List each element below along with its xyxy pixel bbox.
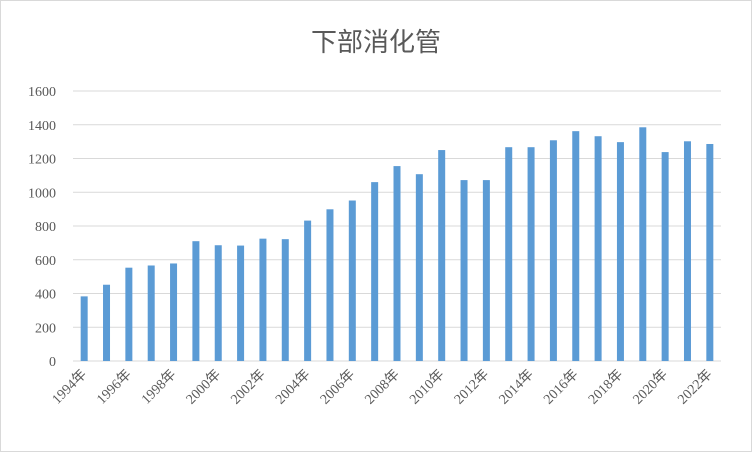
bar bbox=[460, 180, 468, 361]
bar bbox=[549, 140, 557, 361]
bar bbox=[505, 147, 513, 361]
x-tick-label: 2012年 bbox=[451, 367, 492, 408]
bar bbox=[326, 209, 334, 361]
y-tick-label: 1600 bbox=[28, 85, 56, 100]
bar bbox=[572, 131, 580, 361]
bar bbox=[616, 142, 624, 361]
x-tick-label: 2006年 bbox=[317, 367, 358, 408]
x-tick-label: 2018年 bbox=[585, 367, 626, 408]
x-tick-label: 2016年 bbox=[541, 367, 582, 408]
bar bbox=[348, 200, 356, 361]
bar bbox=[393, 166, 401, 361]
bar bbox=[594, 136, 602, 361]
x-tick-label: 2002年 bbox=[228, 367, 269, 408]
bar bbox=[706, 143, 714, 361]
bar bbox=[170, 263, 178, 361]
x-tick-label: 2000年 bbox=[183, 367, 224, 408]
bar bbox=[103, 284, 111, 361]
bar bbox=[125, 267, 133, 361]
bar bbox=[527, 147, 535, 361]
bar bbox=[415, 174, 423, 361]
bar bbox=[192, 241, 200, 361]
bar bbox=[639, 127, 647, 361]
y-tick-label: 0 bbox=[49, 355, 56, 370]
x-tick-label: 2022年 bbox=[675, 367, 716, 408]
bar bbox=[371, 182, 379, 361]
bar bbox=[438, 150, 446, 361]
bar bbox=[683, 141, 691, 361]
y-tick-label: 600 bbox=[35, 254, 56, 269]
x-tick-label: 1996年 bbox=[94, 367, 135, 408]
bar bbox=[281, 239, 289, 361]
y-tick-label: 200 bbox=[35, 321, 56, 336]
bar bbox=[147, 265, 155, 361]
bar bbox=[80, 296, 88, 361]
y-tick-label: 800 bbox=[35, 220, 56, 235]
x-tick-label: 1994年 bbox=[49, 367, 90, 408]
x-tick-label: 2004年 bbox=[272, 367, 313, 408]
x-tick-label: 1998年 bbox=[138, 367, 179, 408]
bar bbox=[304, 220, 312, 361]
x-axis-ticks: 1994年 1996年 1998年 2000年 2002年 2004年 2006年 2008年… bbox=[49, 367, 716, 408]
x-tick-label: 2008年 bbox=[362, 367, 403, 408]
x-tick-label: 2014年 bbox=[496, 367, 537, 408]
y-tick-label: 1200 bbox=[28, 153, 56, 168]
bar bbox=[661, 152, 669, 361]
bar bbox=[214, 245, 222, 361]
x-tick-label: 2010年 bbox=[407, 367, 448, 408]
x-tick-label: 2020年 bbox=[630, 367, 671, 408]
chart-title: 下部消化管 bbox=[311, 28, 441, 57]
y-axis-ticks: 0 200 400 600 800 1000 1200 1400 1600 bbox=[28, 85, 56, 370]
y-tick-label: 1400 bbox=[28, 119, 56, 134]
bar bbox=[482, 180, 490, 361]
y-tick-label: 1000 bbox=[28, 186, 56, 201]
bars bbox=[80, 127, 714, 361]
y-tick-label: 400 bbox=[35, 288, 56, 303]
bar bbox=[237, 245, 245, 361]
bar bbox=[259, 238, 267, 361]
